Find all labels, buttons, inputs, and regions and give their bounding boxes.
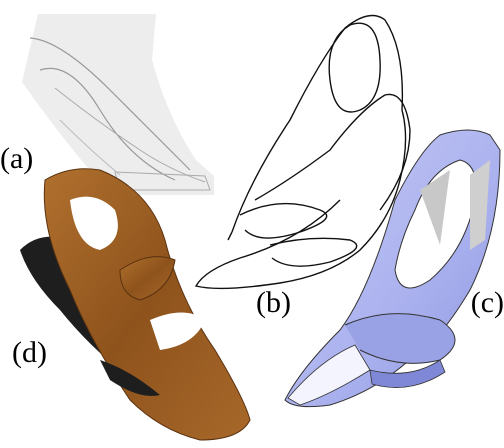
label-a: (a) [0, 142, 33, 175]
shoe-c [284, 129, 501, 408]
outline-b [194, 14, 411, 290]
label-d: (d) [12, 336, 47, 369]
label-c: (c) [471, 286, 504, 319]
label-b: (b) [256, 286, 291, 319]
shoe-d [20, 168, 251, 441]
sketch-a [22, 14, 214, 195]
